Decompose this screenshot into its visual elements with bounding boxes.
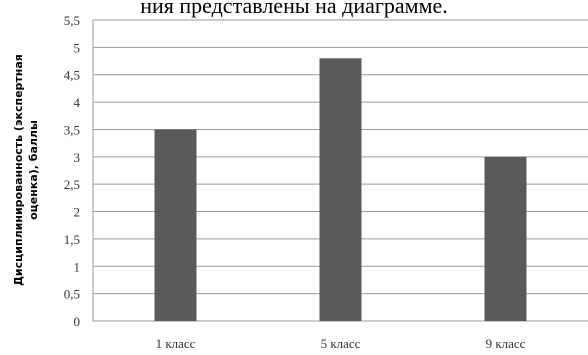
x-tick-label: 9 класс xyxy=(486,336,526,351)
y-axis-label-line2: оценка), баллы xyxy=(27,120,40,220)
y-tick-label: 0,5 xyxy=(64,287,80,302)
y-tick-label: 3,5 xyxy=(64,122,80,137)
y-tick-label: 4 xyxy=(74,95,81,110)
y-tick-label: 0 xyxy=(74,314,81,329)
x-tick-label: 5 класс xyxy=(321,336,361,351)
y-tick-label: 5 xyxy=(74,40,81,55)
bar xyxy=(154,129,197,321)
bar xyxy=(319,58,362,322)
y-tick-labels: 0 0,5 1 1,5 2 2,5 3 3,5 4 4,5 5 5,5 xyxy=(64,13,81,329)
y-tick-label: 1,5 xyxy=(64,232,80,247)
page-caption: ния представлены на диаграмме. xyxy=(140,0,448,18)
y-tick-label: 2 xyxy=(74,205,81,220)
bar xyxy=(484,156,527,321)
y-tick-label: 2,5 xyxy=(64,177,80,192)
x-tick-label: 1 класс xyxy=(156,336,196,351)
y-tick-label: 1 xyxy=(74,259,81,274)
y-tick-label: 4,5 xyxy=(64,68,80,83)
y-tick-label: 5,5 xyxy=(64,13,80,28)
y-tick-label: 3 xyxy=(74,150,81,165)
bars xyxy=(154,58,527,322)
x-tick-labels: 1 класс 5 класс 9 класс xyxy=(156,336,526,351)
y-axis-label-line1: Дисциплинированность (экспертная xyxy=(12,54,25,286)
